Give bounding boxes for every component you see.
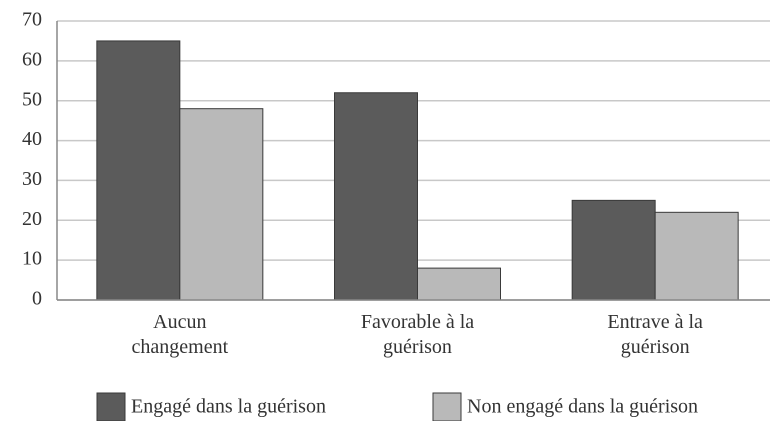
y-tick-label: 70: [22, 9, 42, 31]
y-tick-label: 0: [32, 288, 42, 310]
bar: [417, 267, 501, 301]
bar: [571, 199, 656, 301]
y-tick-label: 60: [22, 48, 42, 70]
bar: [96, 40, 181, 301]
y-tick-label: 40: [22, 128, 42, 150]
legend-swatch: [96, 392, 126, 421]
y-tick-label: 50: [22, 88, 42, 110]
y-tick-label: 30: [22, 168, 42, 190]
legend-label: Engagé dans la guérison: [131, 396, 326, 418]
legend-label: Non engagé dans la guérison: [467, 396, 698, 418]
y-tick-label: 20: [22, 208, 42, 230]
x-tick-label: Favorable à la guérison: [360, 311, 475, 358]
legend-swatch: [432, 392, 462, 421]
bar: [334, 92, 418, 301]
bar: [179, 108, 264, 301]
x-tick-label: Entrave à la guérison: [607, 311, 703, 358]
x-tick-label: Aucun changement: [131, 311, 229, 358]
y-tick-label: 10: [22, 248, 42, 270]
bar: [654, 211, 739, 301]
